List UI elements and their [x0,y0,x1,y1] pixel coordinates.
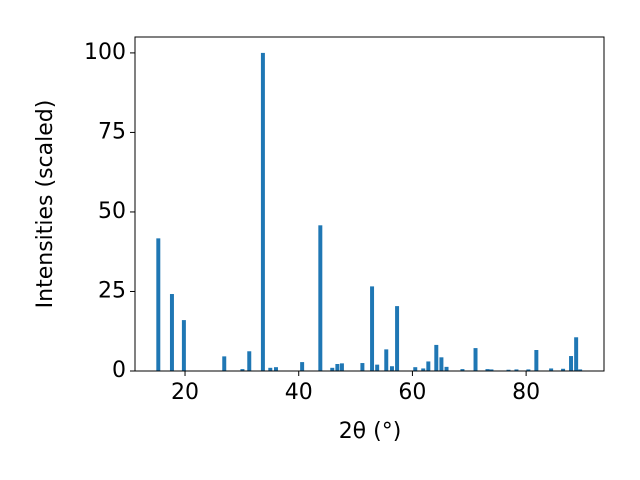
bar [534,350,539,371]
bar [335,364,340,371]
bar [569,356,574,371]
y-axis-label: Intensities (scaled) [33,100,58,309]
bar [300,362,305,371]
y-tick-label: 0 [112,358,126,383]
bar [578,369,583,371]
bar [444,366,449,371]
x-tick-label: 60 [398,380,426,405]
bar [339,363,344,371]
bar [360,363,365,371]
y-tick-label: 25 [98,278,126,303]
bar [473,348,478,371]
bar [260,52,265,372]
bar [434,344,439,371]
bar [247,351,252,371]
y-tick-label: 50 [98,199,126,224]
x-tick-label: 80 [512,380,540,405]
bar [526,369,531,371]
bar [439,357,444,371]
bar [240,369,245,371]
bar [375,364,380,371]
bar [395,306,400,371]
bar [489,369,494,371]
bar [181,320,186,371]
bar [413,367,418,371]
bar [273,367,278,371]
bar [370,286,375,371]
bar [268,367,273,371]
bar [330,367,335,371]
x-tick-label: 40 [285,380,313,405]
bar [222,356,227,371]
bar [384,349,389,371]
bar [426,361,431,371]
bar [574,337,579,371]
bar [389,366,394,371]
plot-frame [134,36,605,372]
bar [561,368,566,371]
bar [318,225,323,371]
bar [460,369,465,371]
x-axis-label: 2θ (°) [339,419,402,444]
bar [156,238,161,371]
bar [485,369,490,371]
bar [549,368,554,371]
bar [169,294,174,371]
bar [421,368,426,371]
bar [506,369,511,371]
bar [514,369,519,371]
y-tick-label: 100 [84,40,126,65]
x-tick-label: 20 [171,380,199,405]
y-tick-label: 75 [98,119,126,144]
